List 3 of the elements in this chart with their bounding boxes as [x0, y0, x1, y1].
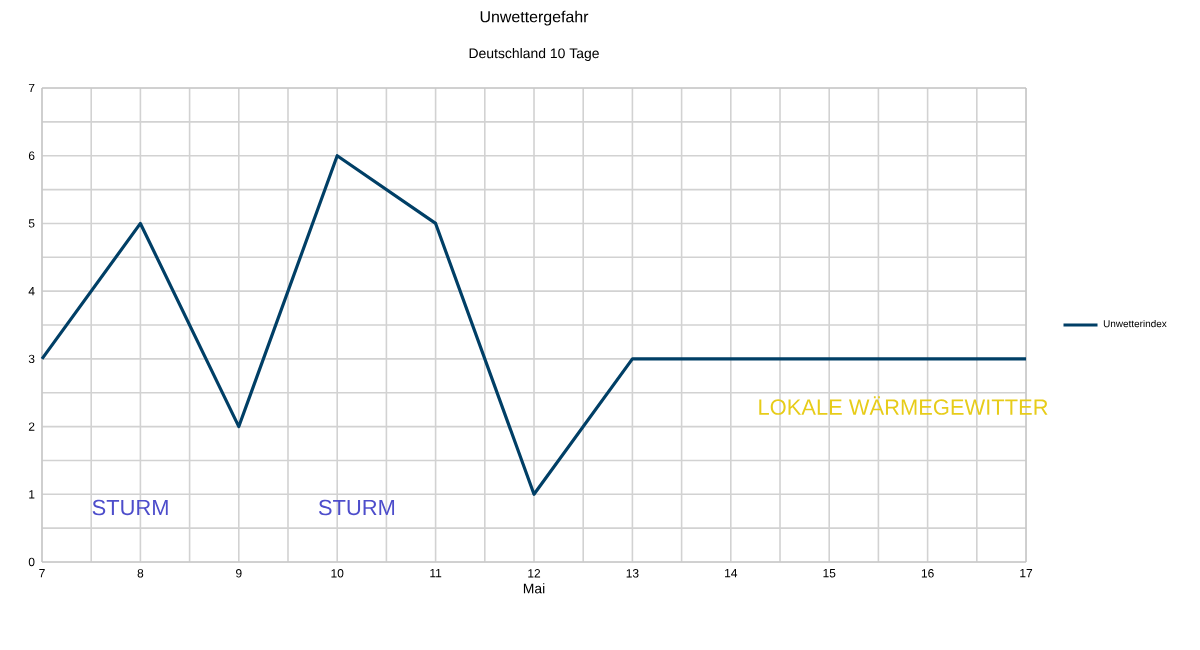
annotation: STURM	[318, 499, 395, 516]
annotation: STURM	[92, 499, 168, 516]
annotation: LOKALE WÄRMEGEWITTER	[759, 396, 1048, 415]
